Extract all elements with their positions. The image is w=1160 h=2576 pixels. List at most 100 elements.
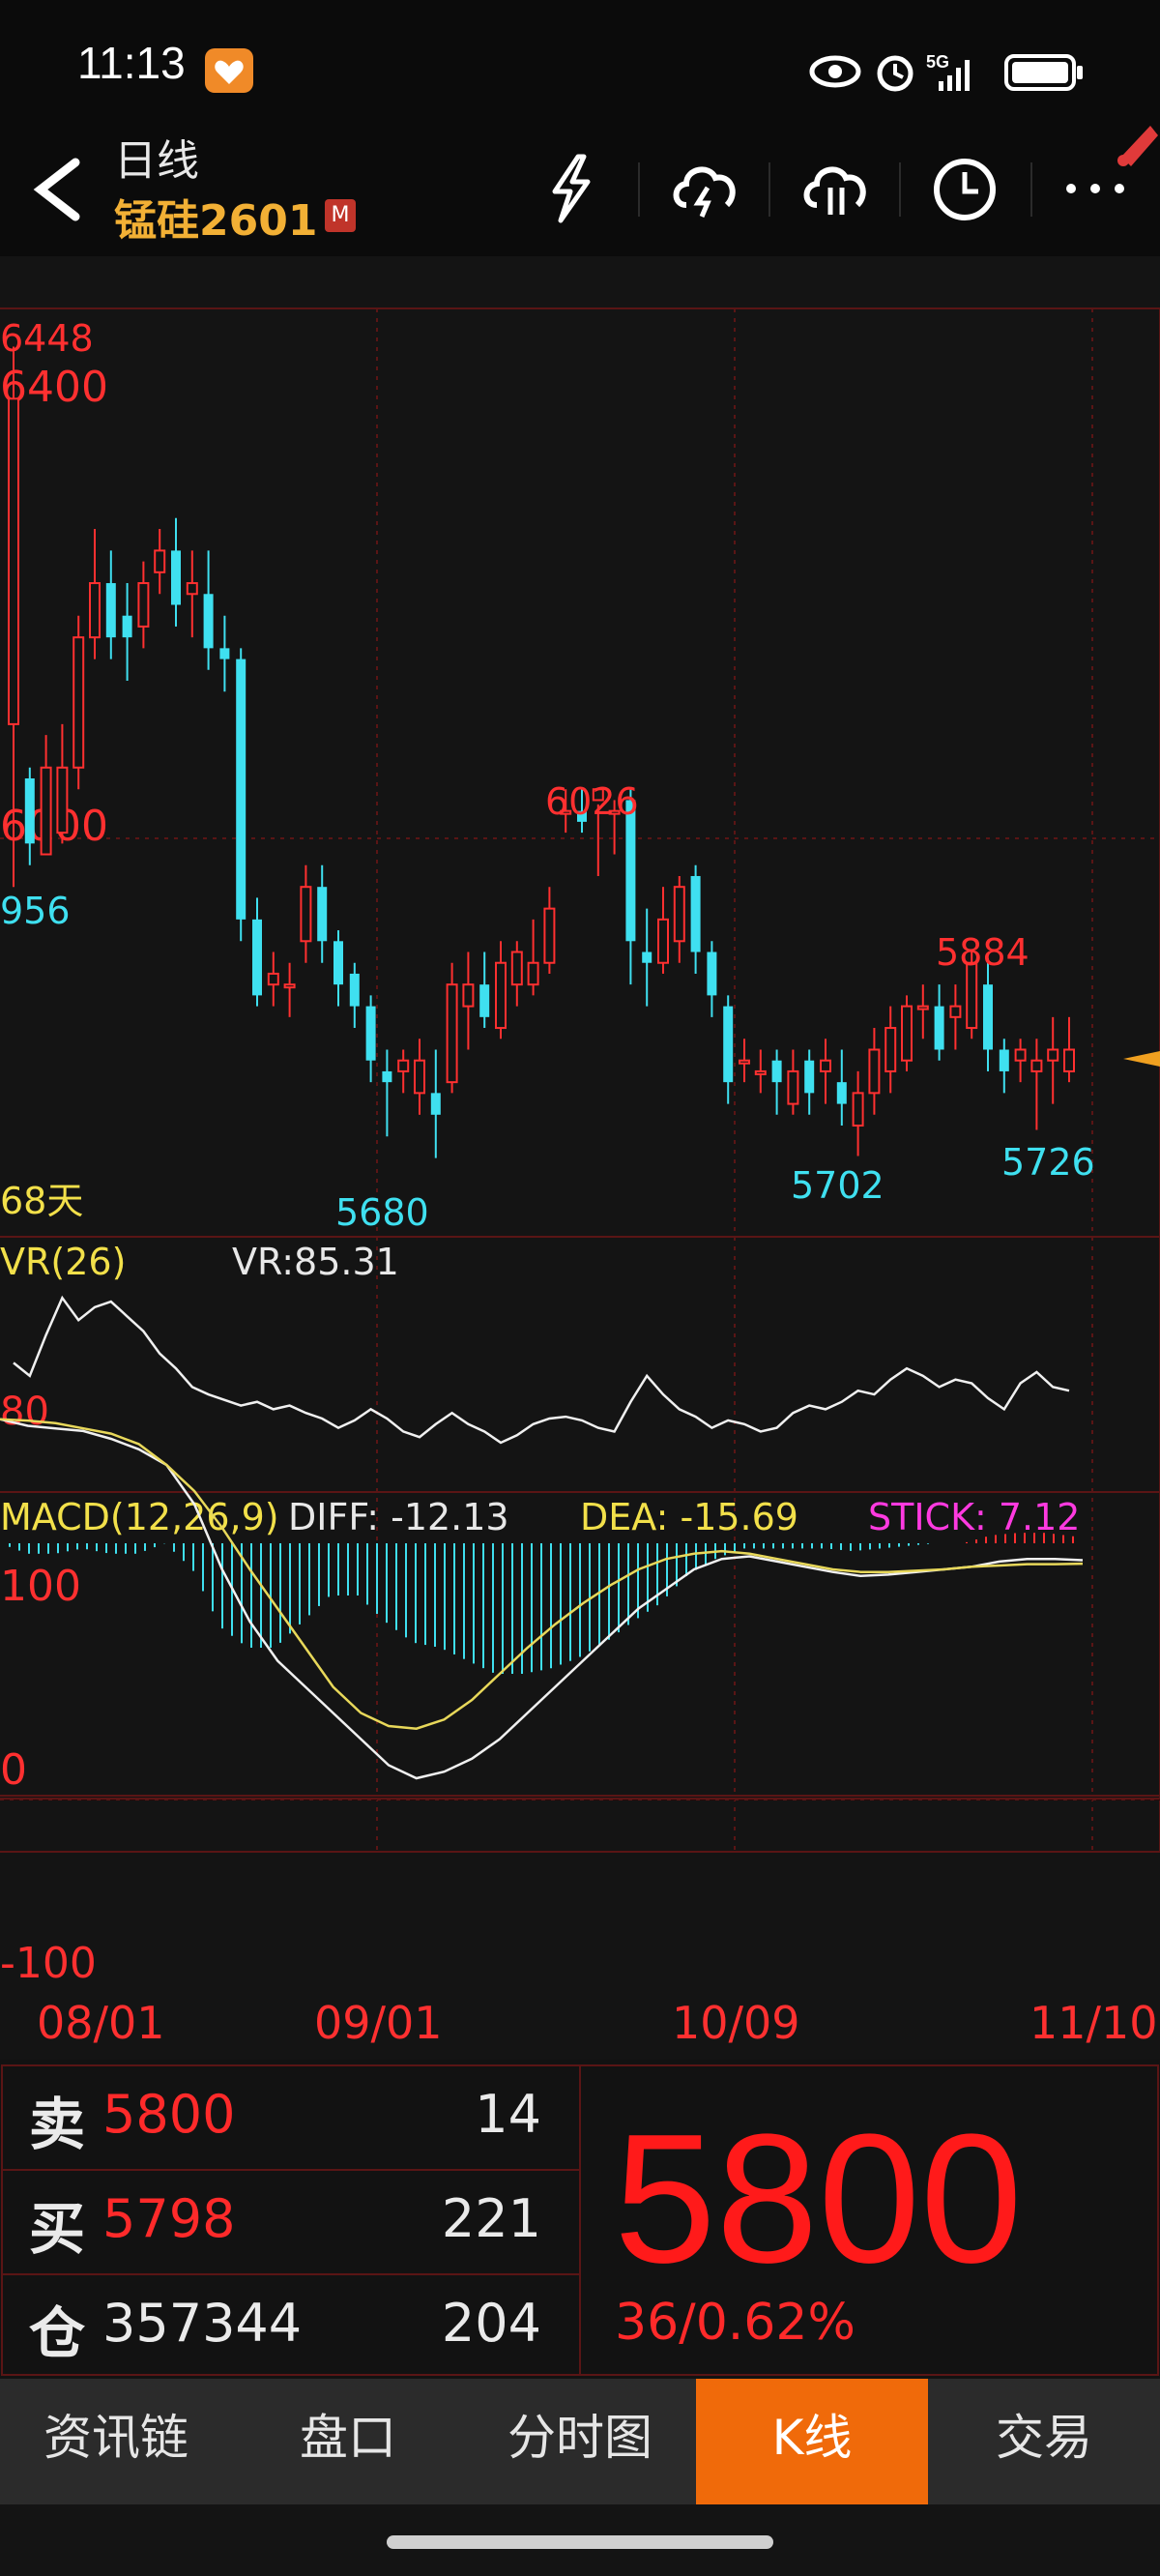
macd-axis-100: 100: [0, 1562, 81, 1611]
candle-body: [267, 972, 279, 986]
candle-body: [479, 984, 490, 1017]
candle-body: [203, 594, 214, 649]
signal-icon: [939, 60, 970, 91]
cloud-lightning-icon[interactable]: [667, 155, 744, 222]
tab-time-sharing[interactable]: 分时图: [508, 2410, 652, 2466]
low-5680-label: 5680: [335, 1191, 429, 1234]
status-time: 11:13: [77, 38, 186, 88]
header-divider: [768, 162, 770, 217]
candle-body: [382, 1070, 392, 1083]
date-label-1009: 10/09: [672, 1997, 800, 2049]
candle-body: [430, 1093, 441, 1115]
notification-heart-icon: [205, 48, 253, 93]
candle-body: [105, 583, 116, 638]
candle-body: [334, 941, 343, 985]
candle-body: [934, 1006, 944, 1050]
sell-price: 5800: [102, 2084, 236, 2145]
kline-chart[interactable]: 6448 6400 6000 956 68天 6026 5680 5884 57…: [0, 256, 1160, 2060]
candle-body: [608, 809, 621, 815]
candle-body: [40, 766, 52, 856]
status-icons: 5G: [809, 52, 1083, 92]
candle-body: [24, 778, 35, 844]
price-956-label: 956: [0, 890, 71, 932]
back-arrow-icon[interactable]: [27, 155, 85, 222]
candle-body: [1063, 1048, 1075, 1072]
macd-dea: DEA: -15.69: [580, 1496, 798, 1538]
market-badge: M: [325, 199, 356, 232]
open-interest-value: 357344: [102, 2293, 303, 2354]
candle-body: [966, 961, 978, 1030]
macd-dea-line: [0, 1418, 1084, 1730]
candle-body: [916, 1005, 929, 1010]
buy-price: 5798: [102, 2188, 236, 2249]
buy-label: 买: [29, 2196, 86, 2262]
more-icon[interactable]: [1061, 174, 1129, 203]
candle-body: [137, 582, 150, 628]
candle-body: [72, 636, 85, 769]
candle-body: [723, 1006, 734, 1083]
candle-body: [283, 983, 296, 989]
low-5726-label: 5726: [1001, 1141, 1095, 1184]
candle-body: [983, 984, 993, 1050]
last-price: 5800: [614, 2096, 1023, 2301]
macd-dif-line: [0, 1418, 1084, 1780]
candle-body: [577, 810, 587, 822]
tab-trade[interactable]: 交易: [996, 2410, 1092, 2466]
symbol-name[interactable]: 锰硅2601: [114, 196, 318, 246]
tab-news-chain[interactable]: 资讯链: [44, 2410, 188, 2466]
price-6000-label: 6000: [0, 802, 108, 851]
lightning-icon[interactable]: [541, 153, 599, 224]
candle-body: [56, 766, 69, 834]
chart-period-label: 日线: [114, 136, 199, 186]
open-interest-change: 204: [441, 2293, 541, 2354]
candle-body: [543, 907, 556, 964]
candlestick-series: [8, 346, 1075, 1158]
tab-kline[interactable]: K线: [696, 2379, 928, 2504]
macd-stick: STICK: 7.12: [868, 1496, 1080, 1538]
clock-icon[interactable]: [930, 155, 1000, 224]
bell-icon[interactable]: [1112, 114, 1160, 172]
macd-histogram: [9, 1533, 1074, 1674]
candle-body: [673, 886, 685, 943]
macd-diff: DIFF: -12.13: [288, 1496, 509, 1538]
alarm-icon: [877, 55, 914, 92]
home-indicator: [387, 2535, 773, 2549]
candle-body: [8, 397, 19, 725]
candle-body: [510, 951, 523, 986]
cloud-sync-icon[interactable]: [798, 155, 875, 222]
candle-body: [949, 1005, 962, 1018]
candle-body: [868, 1048, 881, 1095]
tab-order-book[interactable]: 盘口: [300, 2410, 396, 2466]
candle-body: [739, 1059, 750, 1065]
candle-body: [219, 648, 230, 659]
network-label: 5G: [926, 52, 949, 72]
macd-axis-neg100: -100: [0, 1939, 97, 1988]
vr-line: [13, 1295, 1070, 1445]
candle-body: [787, 1069, 799, 1105]
date-label-1110: 11/10: [1030, 1997, 1158, 2049]
candle-body: [820, 1059, 831, 1072]
eye-icon: [809, 55, 861, 88]
candle-body: [527, 961, 539, 986]
candle-body: [1047, 1048, 1059, 1062]
vr-value: VR:85.31: [232, 1241, 399, 1283]
header-divider: [1030, 162, 1032, 217]
candle-body: [89, 582, 101, 639]
sell-label: 卖: [29, 2092, 86, 2157]
high-5884-label: 5884: [936, 931, 1030, 974]
candle-body: [1030, 1059, 1043, 1072]
open-interest-label: 仓: [29, 2300, 86, 2366]
candle-body: [122, 615, 132, 638]
buy-volume: 221: [441, 2188, 541, 2249]
candle-body: [657, 918, 669, 964]
candle-body: [397, 1059, 410, 1072]
low-5702-label: 5702: [791, 1164, 884, 1207]
candle-body: [171, 550, 181, 605]
candle-body: [317, 887, 328, 942]
candle-body: [236, 659, 246, 920]
candle-body: [365, 1006, 376, 1061]
quote-grid: [1, 2064, 1159, 2376]
macd-axis-0: 0: [0, 1745, 27, 1795]
candle-body: [884, 1027, 897, 1072]
date-label-0801: 08/01: [37, 1997, 165, 2049]
